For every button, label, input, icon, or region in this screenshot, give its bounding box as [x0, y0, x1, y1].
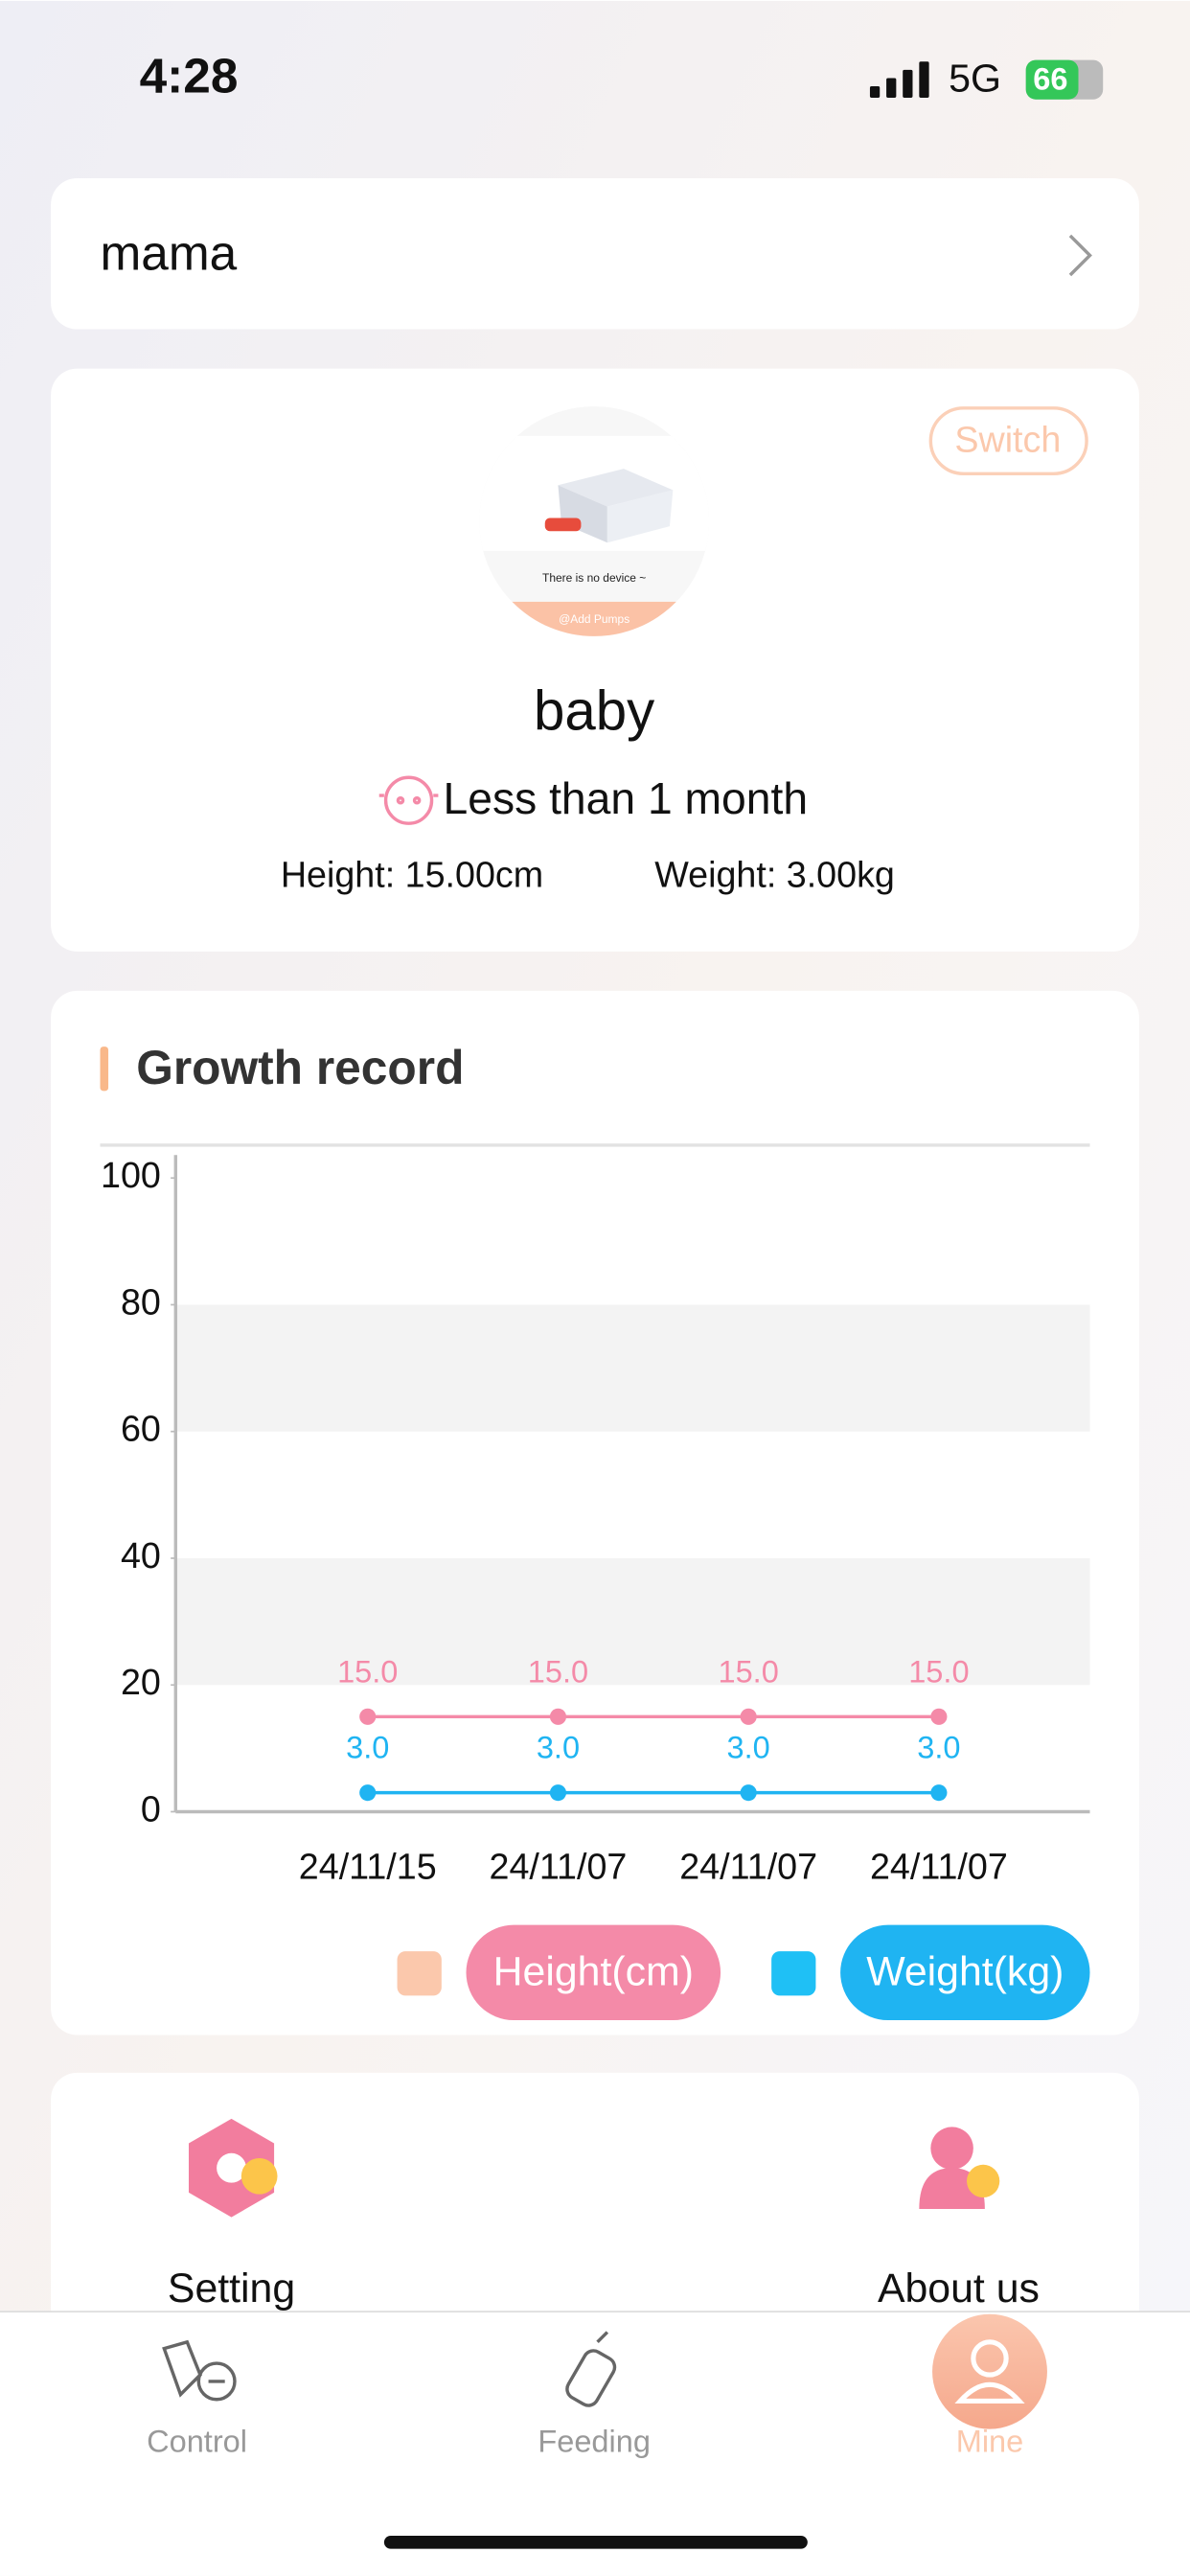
account-name[interactable]: mama — [100, 225, 237, 281]
legend-pill[interactable] — [466, 1924, 721, 2021]
device-message: There is no device ~ — [542, 571, 646, 585]
control-icon[interactable] — [162, 2339, 237, 2402]
switch-button[interactable] — [928, 406, 1088, 476]
baby-card — [51, 368, 1139, 952]
home-indicator — [383, 2535, 808, 2549]
battery-level — [1025, 59, 1079, 100]
x-tick-label: 24/11/07 — [679, 1846, 817, 1886]
baby-height: Height: 15.00cm — [281, 855, 543, 895]
tab-label[interactable]: Control — [147, 2425, 247, 2459]
feeding-icon[interactable] — [563, 2331, 618, 2409]
data-point — [549, 1708, 567, 1725]
menu-item[interactable]: About us — [878, 2266, 1040, 2312]
grid-band — [175, 1304, 1090, 1432]
signal-icon — [869, 61, 929, 98]
legend-swatch[interactable] — [397, 1951, 442, 1996]
data-point — [549, 1784, 567, 1802]
data-point — [359, 1708, 377, 1725]
legend-swatch[interactable] — [771, 1951, 816, 1996]
y-tick-label: 20 — [121, 1662, 161, 1702]
switch-label[interactable]: Switch — [954, 420, 1061, 460]
about-icon[interactable] — [919, 2127, 1000, 2210]
tab-label[interactable]: Feeding — [538, 2425, 651, 2459]
data-label: 15.0 — [908, 1654, 969, 1689]
y-tick-label: 80 — [121, 1281, 161, 1322]
baby-avatar[interactable]: There is no device ~ @Add Pumps — [476, 403, 714, 652]
x-tick-label: 24/11/07 — [490, 1846, 628, 1886]
data-point — [740, 1708, 757, 1725]
data-label: 3.0 — [727, 1731, 770, 1765]
legend-label[interactable]: Weight(kg) — [866, 1948, 1064, 1994]
data-label: 3.0 — [537, 1731, 580, 1765]
baby-icon — [378, 775, 439, 825]
y-tick-label: 40 — [121, 1535, 161, 1576]
chart-title: Growth record — [136, 1041, 464, 1094]
y-tick-label: 100 — [101, 1155, 161, 1195]
y-tick-label: 60 — [121, 1409, 161, 1449]
growth-card — [51, 990, 1139, 2036]
chevron — [1068, 234, 1092, 277]
header-card[interactable] — [51, 177, 1139, 330]
mine-icon[interactable] — [954, 2339, 1025, 2404]
data-point — [930, 1784, 948, 1802]
data-label: 15.0 — [528, 1654, 588, 1689]
data-label: 15.0 — [337, 1654, 398, 1689]
setting-icon[interactable] — [189, 2118, 278, 2218]
data-point — [930, 1708, 948, 1725]
data-point — [359, 1784, 377, 1802]
menu-item[interactable]: Setting — [168, 2266, 295, 2312]
legend-pill[interactable] — [840, 1924, 1090, 2021]
clock: 4:28 — [140, 48, 239, 104]
x-tick-label: 24/11/07 — [870, 1846, 1008, 1886]
grid-band — [175, 1557, 1090, 1686]
data-label: 3.0 — [346, 1731, 389, 1765]
x-tick-label: 24/11/15 — [299, 1846, 437, 1886]
mine-icon-bg[interactable] — [932, 2313, 1047, 2429]
network: 5G — [949, 57, 1001, 101]
title-accent — [100, 1046, 109, 1092]
baby-weight: Weight: 3.00kg — [654, 855, 895, 895]
y-tick-label: 0 — [141, 1788, 161, 1828]
add-pumps: @Add Pumps — [559, 612, 629, 626]
data-point — [740, 1784, 757, 1802]
baby-name: baby — [534, 680, 654, 743]
baby-age: Less than 1 month — [444, 773, 809, 823]
tab-label[interactable]: Mine — [956, 2425, 1024, 2459]
data-label: 3.0 — [917, 1731, 960, 1765]
battery-percent: 66 — [1033, 61, 1067, 96]
chart: 0 20 40 60 80 100 24/11/15 24/11/07 24/11/07 24/1… — [101, 1155, 1090, 2021]
data-label: 15.0 — [719, 1654, 779, 1689]
legend-label[interactable]: Height(cm) — [493, 1948, 694, 1994]
